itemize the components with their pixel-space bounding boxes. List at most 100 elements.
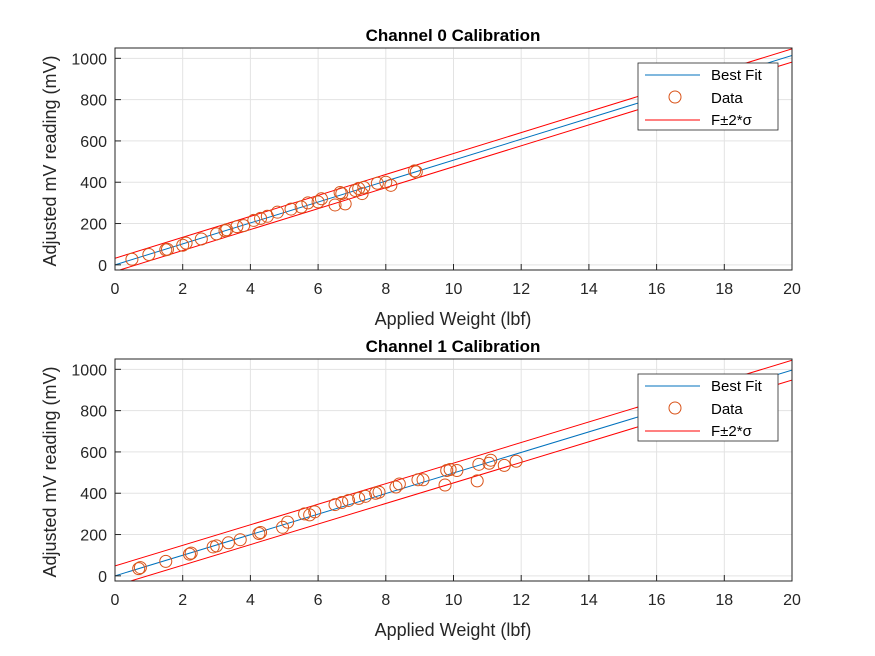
data-point (210, 539, 224, 553)
data-point (176, 238, 190, 252)
data-point (308, 505, 322, 519)
data-point (358, 489, 372, 503)
data-point (254, 525, 268, 539)
axes-channel-1: 0 2 4 6 8 10 12 14 16 18 20 0 200 400 600 800 1000 Chan… (40, 337, 801, 640)
data-point (357, 180, 371, 194)
data-point (125, 252, 139, 266)
data-point (443, 462, 457, 476)
data-point (472, 457, 486, 471)
x-tick-label: 2 (178, 281, 187, 298)
chart-title-channel-1: Channel 1 Calibration (366, 337, 541, 356)
data-point (416, 473, 430, 487)
x-tick-label: 2 (178, 592, 187, 609)
data-point (184, 546, 198, 560)
x-tick-label: 14 (580, 592, 598, 609)
data-point (335, 187, 349, 201)
x-axis-label-channel-1: Applied Weight (lbf) (375, 620, 532, 640)
y-tick-labels-channel-1: 0 200 400 600 800 1000 (71, 362, 107, 586)
data-point (281, 515, 295, 529)
data-points-channel-1 (132, 453, 523, 576)
x-tick-label: 16 (648, 592, 666, 609)
data-point (338, 197, 352, 211)
data-point (352, 491, 366, 505)
data-point (230, 220, 244, 234)
data-point (247, 213, 261, 227)
data-point (314, 192, 328, 206)
y-tick-label: 200 (80, 217, 107, 234)
legend-label-best-fit: Best Fit (711, 67, 763, 84)
data-point (294, 200, 308, 214)
data-point (333, 186, 347, 200)
data-point (355, 187, 369, 201)
data-point (276, 520, 290, 534)
legend-channel-0: Best Fit Data F±2*σ (637, 62, 779, 131)
axes-channel-0: 0 2 4 6 8 10 12 14 16 18 20 0 200 400 600 800 1000 Chan… (40, 26, 801, 329)
axes-frame-channel-1 (114, 358, 793, 582)
data-point (438, 478, 452, 492)
data-point (218, 224, 232, 238)
legend-label-best-fit: Best Fit (711, 378, 763, 395)
x-tick-label: 8 (381, 281, 390, 298)
data-point (409, 165, 423, 179)
x-tick-label: 16 (648, 281, 666, 298)
y-tick-label: 400 (80, 486, 107, 503)
data-point (298, 507, 312, 521)
data-point (328, 198, 342, 212)
y-tick-label: 600 (80, 134, 107, 151)
data-point (348, 183, 362, 197)
data-point (392, 477, 406, 491)
data-point (411, 473, 425, 487)
data-point (408, 164, 422, 178)
data-point (233, 533, 247, 547)
data-point (220, 223, 234, 237)
y-tick-label: 1000 (71, 362, 107, 379)
x-tick-label: 10 (445, 592, 463, 609)
data-point (254, 211, 268, 225)
x-tick-label: 14 (580, 281, 598, 298)
data-point (497, 458, 511, 472)
data-point (252, 527, 266, 541)
data-point (179, 236, 193, 250)
x-tick-label: 12 (512, 592, 530, 609)
data-point (301, 196, 315, 210)
data-point (384, 178, 398, 192)
data-point (159, 554, 173, 568)
data-point (470, 474, 484, 488)
y-tick-label: 400 (80, 175, 107, 192)
y-tick-label: 0 (98, 258, 107, 275)
legend-swatch-data (668, 401, 682, 415)
x-tick-label: 0 (111, 592, 120, 609)
data-point (142, 248, 156, 262)
axes-frame-channel-0 (114, 47, 793, 271)
x-tick-label: 10 (445, 281, 463, 298)
x-tick-label: 12 (512, 281, 530, 298)
data-point (270, 205, 284, 219)
y-tick-label: 1000 (71, 51, 107, 68)
legend-label-data: Data (711, 90, 743, 107)
x-tick-label: 6 (314, 592, 323, 609)
y-tick-label: 800 (80, 404, 107, 421)
data-points-channel-0 (125, 164, 423, 266)
chart-title-channel-0: Channel 0 Calibration (366, 26, 541, 45)
x-tick-label: 8 (381, 592, 390, 609)
data-point (284, 202, 298, 216)
y-tick-label: 0 (98, 569, 107, 586)
y-tick-label: 600 (80, 445, 107, 462)
x-tick-label: 18 (715, 281, 733, 298)
data-point (132, 562, 146, 576)
y-tick-label: 800 (80, 93, 107, 110)
data-point (328, 498, 342, 512)
data-point (335, 496, 349, 510)
data-point (370, 176, 384, 190)
x-tick-label: 6 (314, 281, 323, 298)
x-tick-labels-channel-0: 0 2 4 6 8 10 12 14 16 18 20 (111, 281, 801, 298)
data-point (194, 232, 208, 246)
data-point (237, 219, 251, 233)
data-point (133, 561, 147, 575)
y-axis-label-channel-1: Adjusted mV reading (mV) (40, 366, 60, 577)
legend-label-band: F±2*σ (711, 112, 753, 129)
data-point (311, 195, 325, 209)
data-point (372, 485, 386, 499)
y-tick-labels-channel-0: 0 200 400 600 800 1000 (71, 51, 107, 275)
